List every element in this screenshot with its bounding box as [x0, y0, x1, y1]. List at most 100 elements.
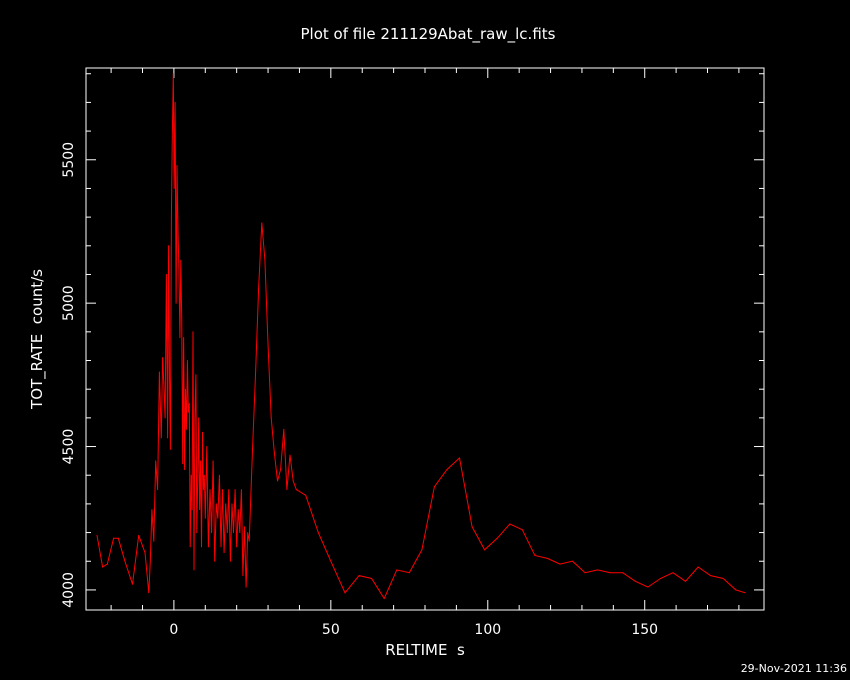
data-point — [172, 73, 174, 75]
data-point — [255, 374, 256, 376]
data-point — [261, 222, 263, 224]
chart-title: Plot of file 211129Abat_raw_lc.fits — [301, 25, 556, 44]
data-point — [672, 572, 674, 574]
data-point — [218, 474, 220, 476]
x-tick-label: 50 — [322, 622, 340, 638]
data-point — [113, 537, 115, 539]
data-point — [190, 474, 192, 476]
data-point — [186, 360, 188, 361]
data-point — [196, 532, 198, 534]
data-point — [228, 489, 230, 491]
data-point — [178, 268, 180, 270]
data-point — [189, 546, 191, 548]
data-point — [174, 101, 176, 103]
data-point — [546, 557, 548, 559]
data-point — [173, 187, 175, 189]
data-point — [223, 552, 225, 554]
data-point — [344, 592, 346, 594]
data-point — [96, 534, 98, 536]
data-point — [521, 529, 523, 531]
data-point — [289, 454, 291, 456]
data-point — [124, 560, 126, 562]
data-point — [203, 474, 205, 476]
data-point — [197, 480, 199, 482]
data-point — [199, 509, 201, 511]
data-point — [182, 463, 184, 465]
data-point — [169, 448, 171, 450]
data-point — [155, 460, 157, 462]
data-point — [164, 417, 166, 419]
data-point — [408, 572, 410, 574]
data-point — [433, 486, 435, 488]
data-point — [459, 457, 460, 459]
data-point — [191, 509, 193, 511]
data-point — [584, 572, 586, 574]
data-point — [722, 578, 724, 579]
data-point — [237, 509, 239, 511]
data-point — [200, 460, 202, 462]
data-point — [710, 575, 712, 577]
data-point — [239, 532, 241, 534]
data-point — [421, 549, 423, 551]
data-point — [214, 560, 216, 562]
data-point — [305, 494, 307, 496]
data-point — [509, 523, 511, 525]
data-point — [144, 552, 146, 554]
data-point — [231, 503, 233, 505]
data-point — [597, 569, 599, 571]
data-point — [149, 560, 151, 562]
data-point — [270, 417, 272, 419]
data-point — [226, 532, 228, 534]
data-point — [192, 331, 194, 333]
plot-frame — [85, 67, 765, 611]
data-point — [371, 578, 373, 579]
data-point — [744, 592, 746, 594]
data-point — [264, 259, 266, 261]
data-point — [163, 382, 165, 384]
data-point — [212, 460, 214, 462]
data-point — [151, 509, 153, 511]
data-point — [169, 374, 170, 376]
data-point — [215, 503, 217, 505]
data-point — [258, 288, 260, 290]
data-point — [209, 489, 211, 491]
data-point — [217, 517, 219, 519]
data-point — [245, 586, 247, 588]
data-point — [222, 489, 223, 491]
data-point — [117, 537, 119, 539]
x-tick-label: 0 — [169, 622, 178, 638]
data-point — [158, 371, 160, 373]
data-point — [396, 569, 398, 571]
x-tick-label: 100 — [474, 622, 501, 638]
data-point — [153, 540, 155, 542]
data-point — [171, 136, 173, 138]
data-point — [273, 451, 275, 453]
data-point — [207, 546, 209, 548]
data-point — [165, 274, 167, 275]
data-point — [157, 489, 159, 491]
data-point — [184, 469, 186, 470]
data-point — [181, 317, 183, 318]
axis-ticks — [86, 68, 764, 610]
data-point — [330, 560, 332, 562]
data-point — [496, 537, 498, 539]
data-point — [162, 357, 164, 359]
data-point — [647, 586, 649, 588]
series-line — [96, 73, 746, 600]
data-point — [179, 337, 181, 339]
data-point — [267, 345, 269, 347]
data-point — [471, 526, 473, 528]
data-point — [685, 580, 686, 582]
data-point — [194, 417, 196, 419]
data-point — [634, 580, 636, 582]
data-point — [102, 566, 104, 568]
data-point — [295, 489, 297, 491]
data-point — [572, 560, 573, 562]
timestamp: 29-Nov-2021 11:36 — [741, 662, 847, 675]
x-axis-label: RELTIME s — [385, 641, 465, 659]
data-point — [167, 437, 169, 439]
data-point — [446, 469, 448, 470]
data-point — [160, 437, 162, 439]
data-point — [283, 428, 285, 430]
data-point — [180, 259, 182, 261]
